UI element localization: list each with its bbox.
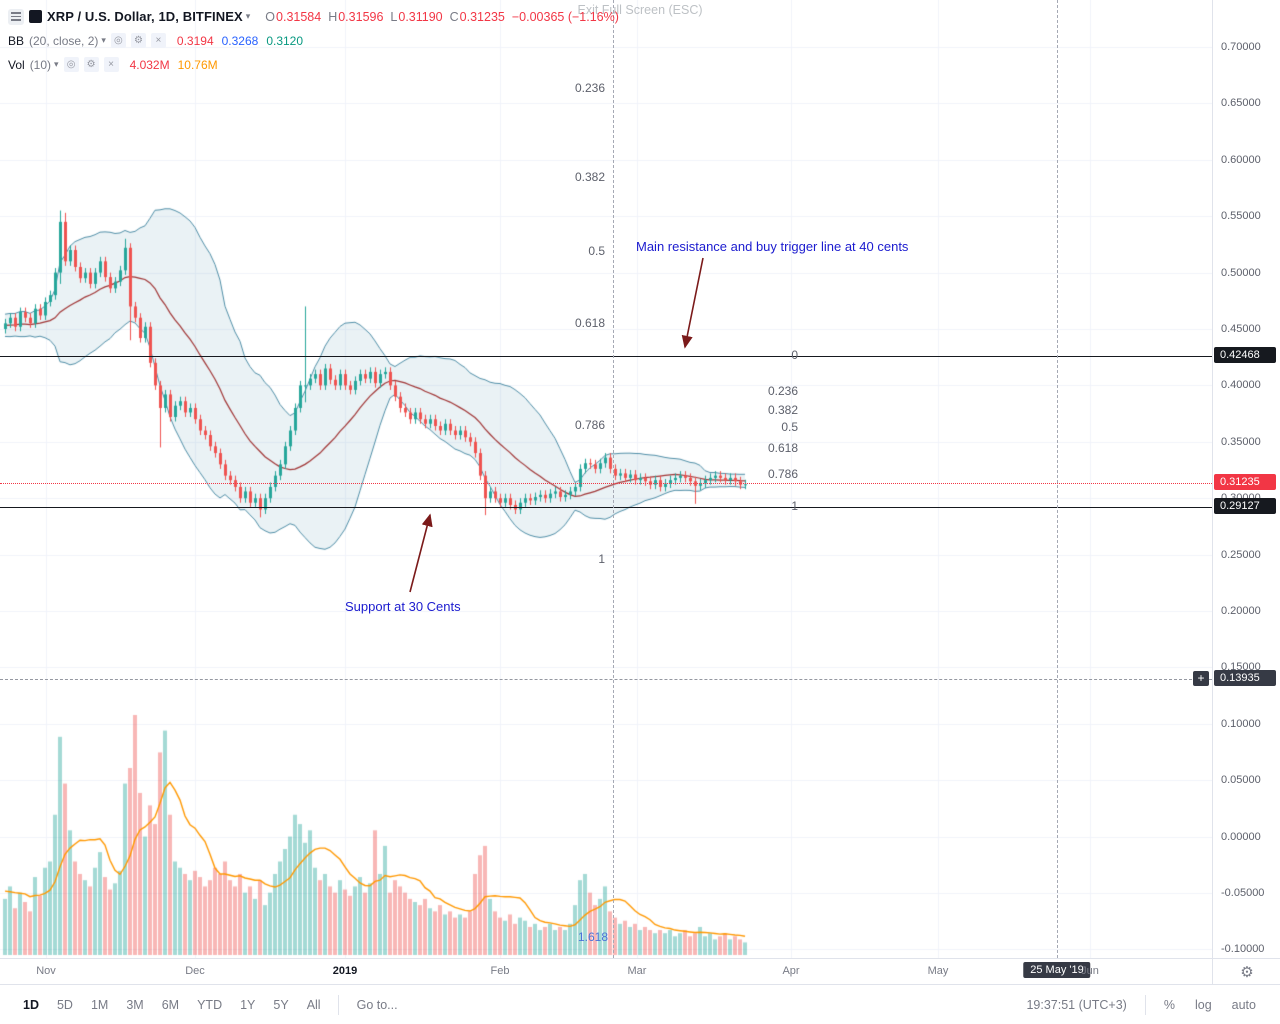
ohlc-value: 0.31190 — [398, 9, 443, 24]
range-5d-button[interactable]: 5D — [56, 997, 73, 1012]
ohlc-value: 0.31584 — [276, 9, 322, 24]
bb-value: 0.3120 — [266, 33, 304, 48]
annotation-resistance-note[interactable]: Main resistance and buy trigger line at … — [636, 239, 909, 254]
volume-indicator-row[interactable]: Vol (10) ▾ ◎ ⚙ × 4.032M 10.76M — [8, 56, 619, 73]
price-tick: 0.45000 — [1221, 323, 1261, 335]
volume-value: 10.76M — [177, 57, 218, 72]
price-tick: 0.70000 — [1221, 41, 1261, 53]
gear-icon[interactable]: ⚙ — [130, 33, 146, 48]
add-alert-plus-icon[interactable]: + — [1193, 671, 1209, 686]
gear-icon[interactable]: ⚙ — [83, 57, 99, 72]
chevron-down-icon[interactable]: ▾ — [54, 59, 59, 69]
price-level-badge: 0.13935 — [1214, 670, 1276, 686]
toolbar-left: 1D 5D 1M 3M 6M YTD 1Y 5Y All Go to... — [14, 993, 408, 1017]
bb-value: 0.3268 — [221, 33, 259, 48]
ohlc-value: 0.31596 — [338, 9, 384, 24]
time-label: Jun — [1081, 965, 1099, 977]
date-badge: 25 May '19 — [1023, 962, 1091, 978]
log-scale-button[interactable]: log — [1194, 997, 1212, 1012]
axis-corner: ⚙ — [1212, 958, 1280, 985]
percent-scale-button[interactable]: % — [1163, 997, 1175, 1012]
price-tick: 0.10000 — [1221, 717, 1261, 730]
price-tick: 0.35000 — [1221, 435, 1261, 448]
price-tick: -0.10000 — [1221, 943, 1265, 956]
auto-scale-button[interactable]: auto — [1231, 997, 1256, 1012]
bb-value: 0.3194 — [176, 33, 214, 48]
volume-value: 4.032M — [129, 57, 170, 72]
toolbar-divider — [337, 994, 339, 1015]
range-ytd-button[interactable]: YTD — [197, 997, 223, 1012]
price-tick: 0.50000 — [1221, 266, 1261, 279]
eye-icon[interactable]: ◎ — [63, 57, 79, 72]
ohlc-letter: O — [265, 9, 276, 24]
chevron-down-icon[interactable]: ▾ — [245, 11, 251, 21]
range-1m-button[interactable]: 1M — [90, 997, 109, 1012]
ohlc-letter: L — [390, 9, 398, 24]
candlestick-chart-canvas[interactable] — [0, 0, 1212, 958]
time-label: May — [927, 965, 949, 977]
ohlc-value: 0.31235 — [459, 9, 505, 24]
volume-indicator-values: 4.032M 10.76M — [130, 58, 218, 72]
price-tick: 0.65000 — [1221, 97, 1261, 110]
change-value: −0.00365 (−1.16%) — [511, 9, 619, 24]
goto-button[interactable]: Go to... — [356, 997, 398, 1012]
price-level-badge: 0.42468 — [1214, 347, 1276, 363]
price-level-badge: 0.31235 — [1214, 474, 1276, 490]
price-tick: 0.05000 — [1221, 774, 1261, 787]
bb-indicator-values: 0.3194 0.3268 0.3120 — [177, 34, 303, 48]
range-all-button[interactable]: All — [306, 997, 321, 1012]
price-tick: 0.40000 — [1221, 379, 1261, 392]
price-tick: 0.55000 — [1221, 210, 1261, 223]
close-icon[interactable]: × — [103, 57, 119, 72]
toolbar-divider — [1144, 994, 1146, 1015]
chart-menu-icon[interactable] — [8, 8, 24, 25]
date-range-buttons: 1D 5D 1M 3M 6M YTD 1Y 5Y All — [14, 993, 330, 1017]
bb-indicator-params: (20, close, 2) — [29, 33, 99, 48]
ohlc-values: O0.31584 H0.31596 L0.31190 C0.31235 — [265, 8, 505, 26]
settings-gear-icon[interactable]: ⚙ — [1240, 964, 1254, 981]
chart-legend: XRP / U.S. Dollar, 1D, BITFINEX ▾ O0.315… — [8, 8, 619, 80]
range-6m-button[interactable]: 6M — [161, 997, 180, 1012]
annotation-support-note[interactable]: Support at 30 Cents — [345, 599, 461, 614]
price-tick: 0.20000 — [1221, 605, 1261, 617]
time-label: Mar — [627, 965, 647, 977]
range-5y-button[interactable]: 5Y — [273, 997, 289, 1012]
exit-fullscreen-hint: Exit Full Screen (ESC) — [577, 3, 703, 17]
time-label: Nov — [36, 965, 56, 977]
ohlc-letter: H — [328, 9, 338, 24]
ohlc-letter: C — [449, 9, 459, 24]
time-label: Dec — [185, 965, 205, 977]
range-3m-button[interactable]: 3M — [126, 997, 144, 1012]
toolbar-right: 19:37:51 (UTC+3) % log auto — [1016, 993, 1266, 1017]
range-1y-button[interactable]: 1Y — [240, 997, 256, 1012]
price-tick: 0.60000 — [1221, 153, 1261, 166]
volume-indicator-label: Vol — [8, 57, 25, 72]
scale-buttons: % log auto — [1154, 993, 1266, 1017]
bb-indicator-label: BB — [8, 33, 25, 48]
volume-indicator-params: (10) — [29, 57, 52, 72]
bb-indicator-row[interactable]: BB (20, close, 2) ▾ ◎ ⚙ × 0.3194 0.3268 0.… — [8, 32, 619, 49]
close-icon[interactable]: × — [150, 33, 166, 48]
symbol-title[interactable]: XRP / U.S. Dollar, 1D, BITFINEX — [47, 9, 243, 24]
eye-icon[interactable]: ◎ — [110, 33, 126, 48]
chevron-down-icon[interactable]: ▾ — [101, 35, 106, 45]
clock[interactable]: 19:37:51 (UTC+3) — [1026, 997, 1127, 1012]
time-label: Apr — [782, 965, 800, 977]
price-tick: 0.00000 — [1221, 830, 1261, 843]
bottom-toolbar: 1D 5D 1M 3M 6M YTD 1Y 5Y All Go to... 19:37:51 (… — [0, 984, 1280, 1024]
price-level-badge: 0.29127 — [1214, 498, 1276, 514]
time-label: Feb — [490, 965, 510, 977]
price-axis[interactable]: 0.42468 0.31235 0.29127 0.13935 0.70000 0.650… — [1212, 0, 1280, 958]
chart-pane[interactable]: +0.236 0.382 0.5 0.618 0.786 1 0 0.236 0.382 0.5 0… — [0, 0, 1212, 958]
price-tick: 0.25000 — [1221, 548, 1261, 561]
symbol-row: XRP / U.S. Dollar, 1D, BITFINEX ▾ O0.315… — [8, 8, 619, 25]
exchange-logo-icon — [29, 10, 42, 23]
time-label: 2019 — [332, 965, 358, 977]
price-tick: -0.05000 — [1221, 887, 1265, 899]
range-1d-button[interactable]: 1D — [23, 997, 39, 1012]
fib-extension-label[interactable]: 1.618 — [578, 930, 609, 944]
time-axis[interactable]: 25 May '19 Nov Dec 2019 Feb Mar Apr May Jun — [0, 958, 1212, 985]
